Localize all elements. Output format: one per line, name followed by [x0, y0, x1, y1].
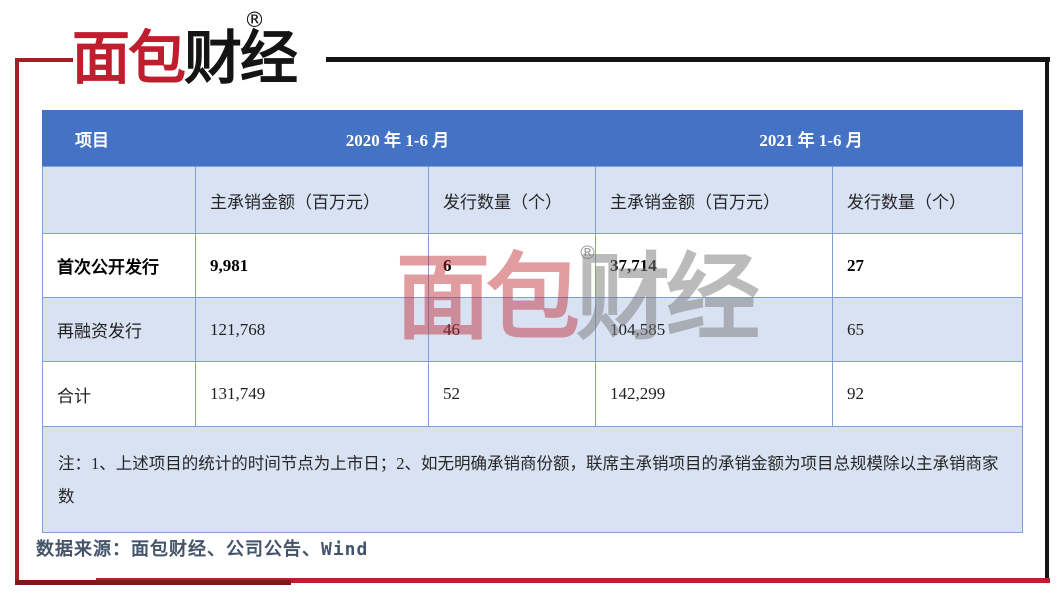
frame-left-red-line — [15, 58, 19, 582]
table-cell: 65 — [832, 297, 1024, 362]
frame-top-left-red-bracket — [15, 58, 73, 62]
table-cell: 92 — [832, 361, 1024, 427]
registered-mark-icon: ® — [244, 8, 265, 32]
header-period-2021: 2021 年 1-6 月 — [595, 110, 1024, 167]
header-project: 项目 — [42, 110, 196, 167]
header-period-2020: 2020 年 1-6 月 — [194, 110, 597, 167]
table-row-refinancing: 再融资发行 121,768 46 104,585 65 — [42, 297, 1024, 362]
header-empty-cell — [42, 166, 196, 234]
table-cell: 121,768 — [195, 297, 429, 362]
logo-text-black: 财经 — [184, 24, 298, 92]
table-cell: 27 — [832, 233, 1024, 298]
table-cell: 37,714 — [595, 233, 834, 298]
header-count-2020: 发行数量（个） — [427, 166, 597, 234]
frame-bottom-red-line — [96, 578, 1050, 583]
table-row-ipo: 首次公开发行 9,981 6 37,714 27 — [42, 233, 1024, 298]
table-cell: 9,981 — [195, 233, 429, 298]
header-amount-2020: 主承销金额（百万元） — [195, 166, 429, 234]
frame-bottom-dark-red-segment — [15, 580, 291, 585]
table-header-row-periods: 项目 2020 年 1-6 月 2021 年 1-6 月 — [42, 110, 1024, 167]
table-cell: 52 — [427, 361, 597, 427]
brand-logo: 面包财经 ® — [72, 10, 298, 98]
table-cell: 104,585 — [595, 297, 834, 362]
row-label: 再融资发行 — [42, 297, 196, 362]
table-cell: 142,299 — [595, 361, 834, 427]
table-cell: 131,749 — [195, 361, 429, 427]
row-label: 合计 — [42, 361, 196, 427]
table-cell: 6 — [427, 233, 597, 298]
underwriting-table: 项目 2020 年 1-6 月 2021 年 1-6 月 主承销金额（百万元） … — [41, 110, 1024, 533]
row-label: 首次公开发行 — [42, 233, 196, 298]
table-row-total: 合计 131,749 52 142,299 92 — [42, 361, 1024, 427]
frame-top-black-line — [326, 57, 1050, 62]
frame-right-black-line — [1045, 57, 1049, 581]
header-amount-2021: 主承销金额（百万元） — [595, 166, 834, 234]
table-note: 注：1、上述项目的统计的时间节点为上市日；2、如无明确承销商份额，联席主承销项目… — [41, 426, 1024, 533]
table-note-row: 注：1、上述项目的统计的时间节点为上市日；2、如无明确承销商份额，联席主承销项目… — [41, 426, 1024, 533]
table-header-row-metrics: 主承销金额（百万元） 发行数量（个） 主承销金额（百万元） 发行数量（个） — [42, 166, 1024, 234]
header-count-2021: 发行数量（个） — [832, 166, 1024, 234]
data-source-line: 数据来源：面包财经、公司公告、Wind — [36, 539, 369, 560]
logo-text-red: 面包 — [72, 24, 186, 92]
table-cell: 46 — [427, 297, 597, 362]
